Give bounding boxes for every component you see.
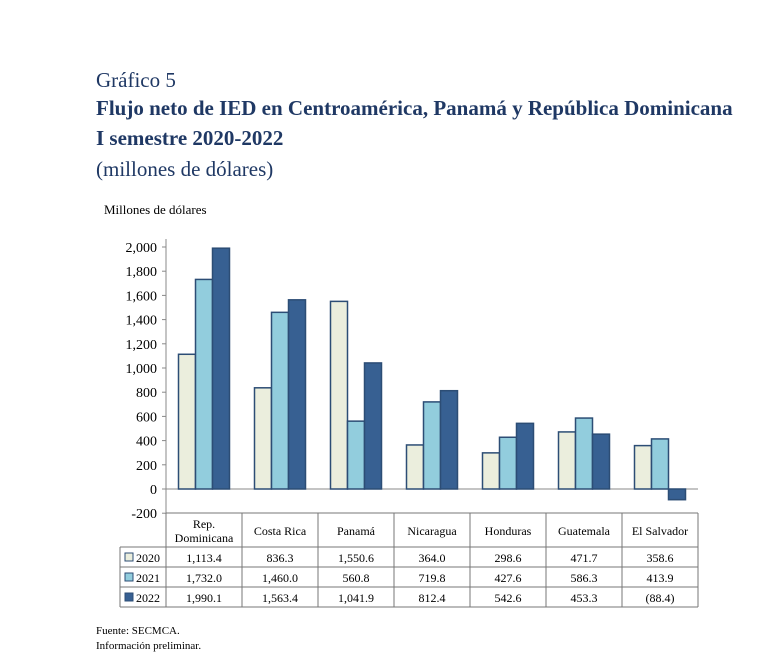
category-label: Nicaragua xyxy=(407,524,457,538)
legend-swatch-2021 xyxy=(124,572,134,582)
category-label: Honduras xyxy=(485,524,532,538)
data-value: 1,550.6 xyxy=(338,551,374,565)
data-value: 413.9 xyxy=(647,571,674,585)
data-value: 1,990.1 xyxy=(186,591,222,605)
data-value: 719.8 xyxy=(419,571,446,585)
data-value: 1,041.9 xyxy=(338,591,374,605)
bar-2020 xyxy=(329,300,349,490)
data-value: 560.8 xyxy=(343,571,370,585)
data-value: 1,460.0 xyxy=(262,571,298,585)
data-value: 298.6 xyxy=(495,551,522,565)
y-tick-label: 1,000 xyxy=(126,362,158,377)
data-value: 1,113.4 xyxy=(186,551,222,565)
bar-2020 xyxy=(633,444,653,490)
chart-title: Flujo neto de IED en Centroamérica, Pana… xyxy=(96,96,733,120)
y-tick-label: 1,800 xyxy=(126,265,158,280)
y-tick-label: 2,000 xyxy=(126,241,158,256)
bar-2022 xyxy=(287,299,307,490)
y-axis-label: Millones de dólares xyxy=(104,202,207,217)
category-label: Guatemala xyxy=(558,524,611,538)
y-tick-label: 1,400 xyxy=(126,314,158,329)
data-value: 1,732.0 xyxy=(186,571,222,585)
bar-2022 xyxy=(211,247,231,490)
source-note: Fuente: SECMCA. xyxy=(96,625,180,637)
data-value: 542.6 xyxy=(495,591,522,605)
data-value: 1,563.4 xyxy=(262,591,298,605)
bar-2021 xyxy=(650,438,670,490)
legend-label: 2022 xyxy=(136,591,160,605)
category-label: Panamá xyxy=(337,524,376,538)
category-label: Rep. xyxy=(193,517,215,531)
bar-2020 xyxy=(481,452,501,490)
data-value: 586.3 xyxy=(571,571,598,585)
data-value: 358.6 xyxy=(647,551,674,565)
preliminary-note: Información preliminar. xyxy=(96,640,202,652)
bar-2022 xyxy=(591,433,611,490)
bar-2021 xyxy=(346,420,366,490)
y-tick-label: 400 xyxy=(136,435,157,450)
bar-2022 xyxy=(439,389,459,490)
bar-2020 xyxy=(405,444,425,490)
data-value: 427.6 xyxy=(495,571,522,585)
legend-label: 2020 xyxy=(136,551,160,565)
y-tick-label: 800 xyxy=(136,386,157,401)
y-tick-label: 1,200 xyxy=(126,338,158,353)
bar-2021 xyxy=(574,417,594,490)
data-value: 471.7 xyxy=(571,551,598,565)
legend-swatch-2022 xyxy=(124,592,134,602)
data-value: 812.4 xyxy=(419,591,446,605)
bar-2020 xyxy=(557,431,577,490)
bar-2021 xyxy=(194,278,214,490)
y-tick-label: 1,600 xyxy=(126,289,158,304)
bar-2021 xyxy=(498,436,518,490)
y-tick-label: 200 xyxy=(136,459,157,474)
data-value: 453.3 xyxy=(571,591,598,605)
bar-2020 xyxy=(177,353,197,490)
bar-2021 xyxy=(270,311,290,490)
bar-2020 xyxy=(253,387,273,490)
bar-2022 xyxy=(515,422,535,490)
y-tick-label: 0 xyxy=(150,483,157,498)
category-label: El Salvador xyxy=(632,524,688,538)
data-value: 364.0 xyxy=(419,551,446,565)
legend-swatch-2020 xyxy=(124,552,134,562)
chart-title-period: I semestre 2020-2022 xyxy=(96,126,284,150)
category-label: Dominicana xyxy=(175,531,234,545)
data-value: (88.4) xyxy=(646,591,675,605)
y-tick-label: 600 xyxy=(136,410,157,425)
chart-subtitle: (millones de dólares) xyxy=(96,157,274,181)
data-value: 836.3 xyxy=(267,551,294,565)
figure-label: Gráfico 5 xyxy=(96,68,176,92)
bar-2022 xyxy=(363,362,383,490)
category-label: Costa Rica xyxy=(254,524,307,538)
legend-label: 2021 xyxy=(136,571,160,585)
y-tick-label: -200 xyxy=(131,507,157,522)
bar-2021 xyxy=(422,401,442,490)
bar-2022 xyxy=(667,488,687,501)
